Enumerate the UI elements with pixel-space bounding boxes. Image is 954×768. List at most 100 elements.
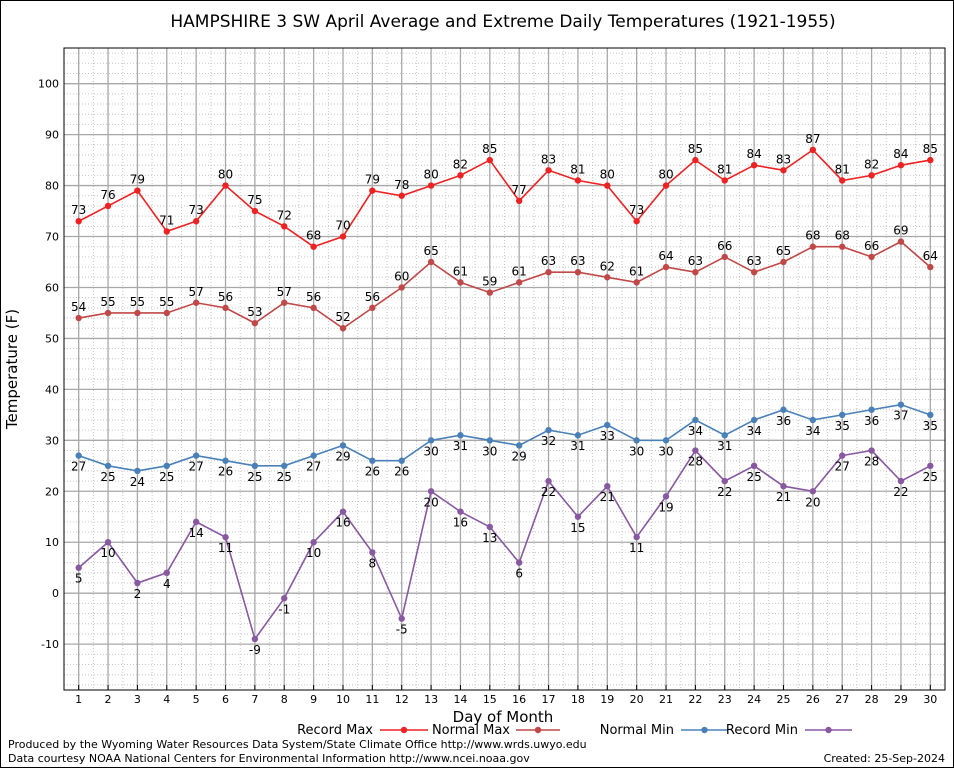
x-tick-label: 16	[512, 693, 526, 706]
footer-created: Created: 25-Sep-2024	[823, 752, 945, 765]
normal-min-point	[750, 416, 758, 424]
normal-max-data-label: 62	[600, 259, 615, 273]
normal-min-point	[192, 452, 200, 459]
legend-marker-record-max	[400, 726, 408, 734]
x-tick-label: 29	[894, 693, 908, 706]
record-min-data-label: 22	[893, 485, 908, 499]
record-max-point	[692, 156, 699, 164]
normal-min-point	[545, 426, 552, 434]
record-max-data-label: 85	[923, 142, 938, 156]
y-tick-label: 90	[45, 129, 59, 142]
normal-min-data-label: 37	[893, 409, 908, 423]
normal-max-point	[750, 268, 758, 276]
normal-min-data-label: 34	[746, 424, 761, 438]
x-tick-label: 6	[222, 693, 229, 706]
record-min-data-label: 8	[369, 556, 377, 570]
record-max-point	[927, 156, 934, 164]
footer-produced-by: Produced by the Wyoming Water Resources …	[8, 738, 587, 751]
y-tick-label: 50	[45, 332, 59, 345]
record-min-point	[281, 595, 288, 602]
record-min-point	[369, 549, 376, 556]
normal-max-point	[692, 268, 699, 276]
record-max-point	[750, 161, 758, 169]
normal-max-data-label: 68	[805, 229, 820, 243]
record-max-data-label: 84	[893, 147, 908, 161]
normal-min-point	[780, 406, 787, 413]
x-tick-label: 9	[310, 693, 317, 706]
record-max-point	[369, 187, 376, 194]
record-max-point	[310, 243, 317, 250]
x-tick-label: 5	[193, 693, 200, 706]
record-max-data-label: 75	[247, 193, 262, 207]
normal-min-data-label: 25	[159, 470, 174, 484]
record-min-point	[750, 462, 758, 470]
record-max-data-label: 81	[717, 162, 732, 176]
normal-min-point	[721, 432, 728, 439]
x-tick-label: 27	[835, 693, 849, 706]
record-min-data-label: 10	[306, 546, 321, 560]
record-max-point	[251, 207, 259, 215]
record-max-point	[574, 177, 582, 184]
normal-max-point	[398, 284, 405, 291]
y-tick-label: 60	[45, 281, 59, 294]
x-tick-label: 28	[865, 693, 879, 706]
record-min-data-label: 27	[835, 460, 850, 474]
normal-max-point	[427, 258, 435, 266]
record-max-data-label: 80	[658, 168, 673, 182]
normal-max-point	[222, 304, 229, 312]
record-min-point	[75, 564, 82, 571]
record-min-point	[927, 462, 934, 470]
record-max-data-label: 78	[394, 178, 409, 192]
normal-max-point	[251, 319, 259, 327]
record-max-point	[780, 167, 787, 174]
x-tick-label: 7	[251, 693, 258, 706]
record-max-point	[897, 161, 905, 169]
x-tick-label: 17	[542, 693, 556, 706]
normal-min-point	[134, 467, 141, 475]
x-tick-label: 2	[105, 693, 112, 706]
record-min-point	[692, 447, 699, 454]
normal-max-point	[339, 325, 347, 332]
normal-max-data-label: 55	[100, 295, 115, 309]
normal-min-point	[310, 452, 317, 459]
normal-max-point	[839, 243, 846, 250]
record-max-data-label: 76	[100, 188, 115, 202]
normal-max-data-label: 57	[189, 285, 204, 299]
record-max-data-label: 68	[306, 229, 321, 243]
record-max-point	[339, 233, 347, 240]
legend-marker-normal-max	[534, 726, 542, 734]
record-min-data-label: 25	[746, 470, 761, 484]
normal-max-point	[574, 268, 582, 276]
normal-min-point	[163, 462, 170, 470]
record-min-data-label: 11	[218, 541, 233, 555]
normal-max-data-label: 63	[746, 254, 761, 268]
x-tick-label: 25	[776, 693, 790, 706]
record-min-point	[457, 508, 464, 515]
record-max-point	[662, 182, 670, 189]
record-min-data-label: 28	[688, 455, 703, 469]
normal-max-data-label: 61	[453, 264, 468, 278]
x-tick-label: 24	[747, 693, 761, 706]
normal-min-data-label: 26	[218, 465, 233, 479]
normal-min-data-label: 27	[71, 460, 86, 474]
normal-min-data-label: 34	[805, 424, 820, 438]
record-min-data-label: 19	[658, 500, 673, 514]
normal-min-point	[281, 462, 288, 470]
normal-min-line	[78, 403, 931, 472]
record-max-data-label: 82	[864, 157, 879, 171]
chart-title: HAMPSHIRE 3 SW April Average and Extreme…	[170, 12, 835, 32]
normal-min-point	[839, 411, 846, 419]
normal-max-point	[310, 304, 317, 312]
record-max-data-label: 70	[335, 219, 350, 233]
record-min-line	[78, 449, 931, 641]
record-max-point	[192, 218, 200, 225]
normal-min-point	[339, 442, 347, 449]
record-min-point	[839, 452, 846, 459]
normal-max-point	[192, 299, 200, 306]
normal-max-data-label: 61	[512, 264, 527, 278]
normal-max-point	[780, 258, 787, 266]
record-min-point	[868, 447, 875, 454]
legend-label-record-min: Record Min	[726, 723, 798, 738]
normal-max-point	[369, 304, 376, 312]
normal-min-point	[515, 442, 523, 449]
